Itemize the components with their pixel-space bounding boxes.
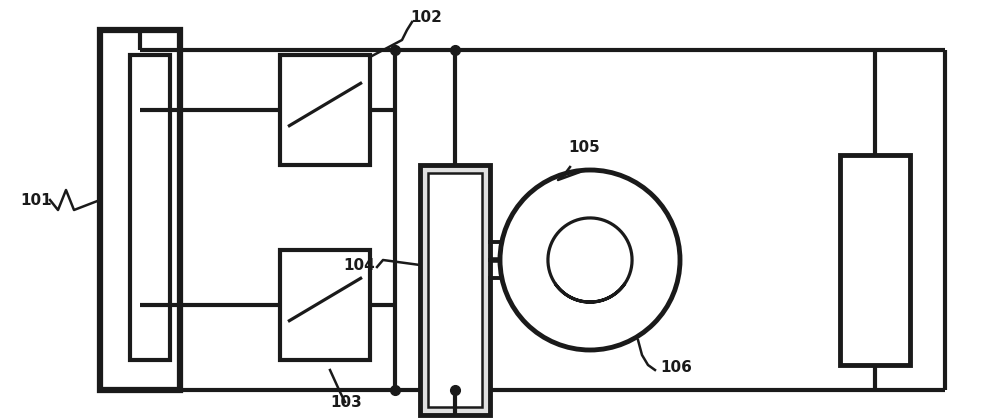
Bar (130, 55, 170, 360)
Text: 106: 106 (660, 360, 692, 375)
Bar (420, 165, 490, 415)
Text: 101: 101 (20, 192, 52, 207)
Text: 102: 102 (410, 10, 441, 25)
Bar (428, 173, 482, 407)
Text: 105: 105 (568, 140, 599, 155)
Text: 104: 104 (343, 258, 375, 272)
Text: 103: 103 (330, 395, 362, 410)
Bar (280, 250, 370, 360)
Bar (840, 155, 910, 365)
Bar (100, 30, 180, 390)
Bar (280, 55, 370, 165)
